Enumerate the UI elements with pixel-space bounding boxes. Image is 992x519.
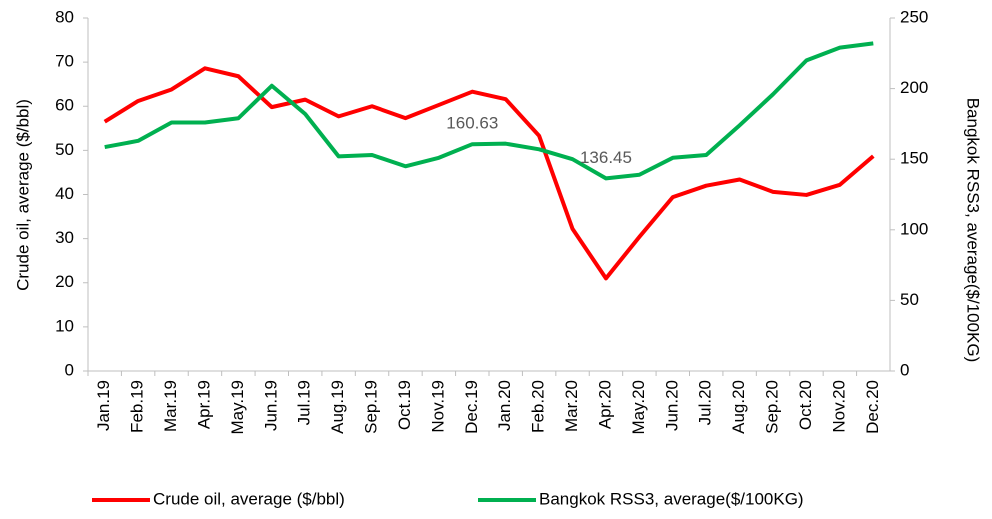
x-tick-label: Apr.20 (595, 380, 614, 429)
legend-label: Bangkok RSS3, average($/100KG) (539, 489, 804, 508)
x-tick-label: Jul.19 (295, 380, 314, 425)
x-tick-label: Jun.19 (261, 380, 280, 431)
x-tick-label: Feb.20 (529, 380, 548, 433)
x-tick-label: Sep.20 (763, 380, 782, 434)
y2-tick-label: 200 (900, 78, 928, 97)
y2-tick-label: 50 (900, 290, 919, 309)
y2-tick-label: 100 (900, 219, 928, 238)
data-label: 160.63 (446, 114, 498, 133)
x-tick-label: Dec.19 (462, 380, 481, 434)
y-tick-label: 50 (55, 140, 74, 159)
x-tick-label: Jun.20 (662, 380, 681, 431)
y2-tick-label: 250 (900, 7, 928, 26)
y-tick-label: 70 (55, 52, 74, 71)
x-tick-label: Aug.20 (729, 380, 748, 434)
y-tick-label: 40 (55, 184, 74, 203)
y2-tick-label: 150 (900, 149, 928, 168)
series-line (103, 66, 875, 281)
x-tick-label: Oct.19 (395, 380, 414, 430)
x-tick-label: Nov.20 (829, 380, 848, 433)
data-label: 136.45 (580, 148, 632, 167)
y-tick-label: 60 (55, 96, 74, 115)
x-tick-label: Mar.20 (562, 380, 581, 432)
x-tick-label: Apr.19 (194, 380, 213, 429)
legend-label: Crude oil, average ($/bbl) (153, 489, 345, 508)
x-tick-label: Dec.20 (863, 380, 882, 434)
x-tick-label: May.20 (629, 380, 648, 435)
y-tick-label: 80 (55, 7, 74, 26)
y-tick-label: 30 (55, 228, 74, 247)
x-tick-label: Nov.19 (428, 380, 447, 433)
y-tick-label: 10 (55, 316, 74, 335)
x-tick-label: Oct.20 (796, 380, 815, 430)
x-tick-label: Feb.19 (128, 380, 147, 433)
y-tick-label: 20 (55, 272, 74, 291)
y2-tick-label: 0 (900, 360, 909, 379)
x-tick-label: Sep.19 (362, 380, 381, 434)
series-line (104, 41, 874, 181)
x-tick-label: May.19 (228, 380, 247, 435)
x-tick-label: Mar.19 (161, 380, 180, 432)
x-tick-label: Aug.19 (328, 380, 347, 434)
x-tick-label: Jul.20 (696, 380, 715, 425)
y2-axis-title: Bangkok RSS3, average($/100KG) (964, 98, 983, 363)
x-tick-label: Jan.19 (94, 380, 113, 431)
x-tick-label: Jan.20 (495, 380, 514, 431)
y-axis-title: Crude oil, average ($/bbl) (13, 99, 32, 291)
y-tick-label: 0 (65, 360, 74, 379)
